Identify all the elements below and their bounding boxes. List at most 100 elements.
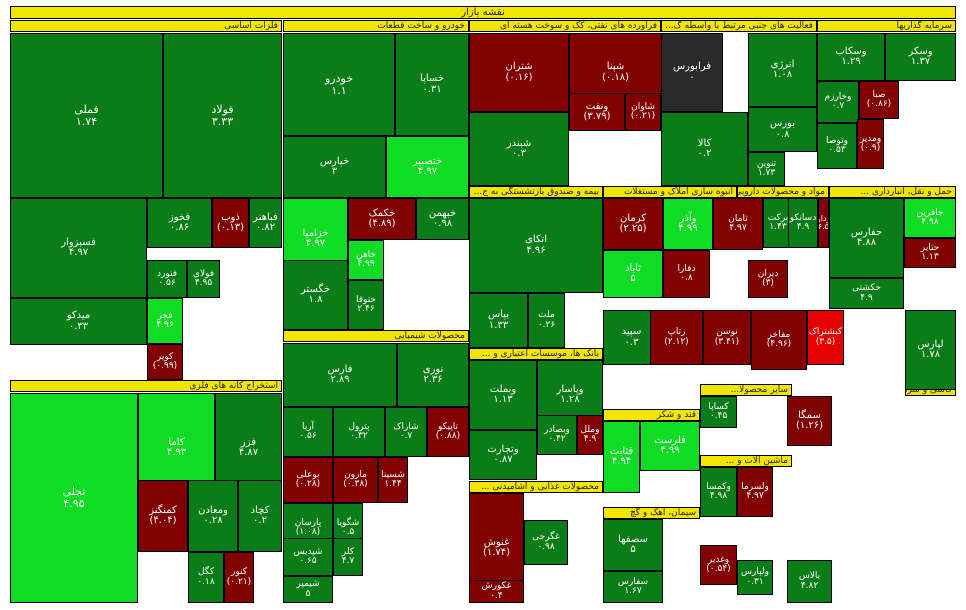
stock-tile[interactable]: کرمان (۲.۲۵) [603,198,663,250]
stock-tile[interactable]: وغدیر (۰.۵۴) [700,545,737,585]
stock-tile[interactable]: سفارس ۱.۶۷ [603,571,663,603]
stock-tile[interactable]: شیمپر ۵ [283,576,333,603]
stock-tile[interactable]: فجر ۴.۹۶ [147,298,183,344]
stock-tile[interactable]: خپارس ۳ [283,136,386,198]
stock-tile[interactable]: وتجارت ۰.۸۷ [469,430,537,480]
stock-tile[interactable]: ملت ۰.۲۶ [528,293,565,348]
sector-label[interactable]: قند و شکر [603,409,700,421]
sector-label[interactable]: سایر محصولا... [700,384,792,396]
stock-tile[interactable]: ولپارس ۰.۳۱ [737,560,773,595]
stock-tile[interactable]: میدکو ۰.۳۳ [10,298,147,345]
stock-tile[interactable]: کنور (۰.۲۱) [224,552,254,603]
stock-tile[interactable]: وسکر ۱.۳۷ [885,33,956,81]
stock-tile[interactable]: شاراک ۰.۷ [385,407,427,457]
stock-tile[interactable]: خکمک (۴.۸۹) [348,198,416,240]
stock-tile[interactable]: تجلی ۴.۹۵ [10,393,138,603]
stock-tile[interactable]: فرابورس ۰ [661,33,723,112]
sector-label[interactable]: خودرو و ساخت قطعات [283,20,469,32]
stock-tile[interactable]: انرژی ۱.۰۸ [748,33,817,107]
stock-tile[interactable]: فارس ۲.۸۹ [283,343,397,407]
stock-tile[interactable]: وملل ۴.۹ [577,415,603,455]
stock-tile[interactable]: فولای ۴.۹۵ [187,260,220,298]
stock-tile[interactable]: ثاباد ۵ [603,250,663,298]
stock-tile[interactable]: شپدیس ۰.۶۵ [283,538,333,576]
stock-tile[interactable]: ختصبیر ۴.۹۷ [386,136,469,198]
sector-label[interactable]: سرمایه گذاریها [817,20,956,32]
stock-tile[interactable]: نوری ۲.۳۶ [397,343,469,407]
stock-tile[interactable]: غکورش ۰.۴ [469,580,524,603]
sector-label[interactable]: بانک ها، موسسات اعتباری و ... [469,348,603,360]
stock-tile[interactable]: تاپیکو (۰.۸۸) [427,407,469,457]
stock-tile[interactable]: شسینا ۱.۴۴ [378,457,408,503]
stock-tile[interactable]: ذوب (۰.۱۳) [212,198,249,248]
stock-tile[interactable]: پترول ۰.۳۲ [333,407,385,457]
stock-tile[interactable]: فلرست ۴.۹۹ [640,421,700,471]
stock-tile[interactable]: وسکاب ۱.۲۹ [817,33,885,81]
stock-tile[interactable]: بپاس ۱.۳۳ [469,293,528,348]
stock-tile[interactable]: دیران (۳) [748,260,788,298]
stock-tile[interactable]: ومدیر (۰.۹) [857,119,884,169]
sector-label[interactable]: محصولات غذایی و آشامیدنی ... [469,481,603,493]
stock-tile[interactable]: فنورد ۰.۵۶ [147,260,187,298]
sector-label[interactable]: فعالیت های جنبی مرتبط با واسطه گ... [661,20,817,32]
stock-tile[interactable]: صبا (۰.۸۶) [859,81,899,119]
stock-tile[interactable]: حافرین ۴.۹۸ [904,198,956,238]
sector-label[interactable]: انبوه سازی املاک و مستغلات [603,186,737,198]
stock-tile[interactable]: مفاخر (۴.۹۶) [751,310,807,370]
stock-tile[interactable]: ولسرما ۴.۹۷ [737,467,773,517]
sector-label[interactable]: استخراج کانه های فلزی [10,380,282,392]
stock-tile[interactable]: خودرو ۱.۱ [283,33,395,136]
stock-tile[interactable]: تنوین ۱.۷۳ [748,152,785,186]
sector-label[interactable]: فرآورده های نفتی، کک و سوخت هسته ای [469,20,661,32]
stock-tile[interactable]: اتکای ۴.۹۶ [469,198,603,293]
stock-tile[interactable]: فباهنر ۰.۸۲ [249,198,282,248]
stock-tile[interactable]: حکشتی ۴.۹ [829,278,904,309]
stock-tile[interactable]: قثابت ۴.۹۴ [603,421,640,493]
stock-tile[interactable]: ختوقا ۲.۴۶ [348,280,384,330]
stock-tile[interactable]: ومعادن ۰.۲۸ [188,480,238,552]
sector-label[interactable]: مواد و محصولات دارویی [737,186,829,198]
stock-tile[interactable]: خاهن ۴.۹۹ [348,240,384,280]
stock-tile[interactable]: وآذر ۴.۹۹ [663,198,713,250]
stock-tile[interactable]: توسن (۳.۴۱) [703,310,751,365]
stock-tile[interactable]: فملی ۱.۷۴ [10,33,163,198]
stock-tile[interactable]: سصفها ۵ [603,519,663,571]
stock-tile[interactable]: کچاد ۰.۲ [238,480,282,552]
stock-tile[interactable]: کلر ۴.۷ [333,538,363,576]
stock-tile[interactable]: وبملت ۱.۱۳ [469,360,537,430]
stock-tile[interactable]: وخارزم ۰.۷ [817,81,859,123]
stock-tile[interactable]: وکمسا ۴.۹۸ [700,467,737,517]
stock-tile[interactable]: خگستر ۱.۸ [283,260,348,330]
stock-tile[interactable]: فسبزوار ۴.۹۷ [10,198,147,298]
stock-tile[interactable]: بوعلی (۰.۲۸) [283,457,333,503]
stock-tile[interactable]: وبصادر ۰.۴۲ [537,415,577,455]
stock-tile[interactable]: کالا ۰.۲ [661,112,748,186]
sector-label[interactable]: ماشین آلات و ... [700,455,792,467]
stock-tile[interactable]: خبهمن ۰.۹۸ [416,198,469,240]
stock-tile[interactable]: دفارا ۰.۸ [663,250,710,298]
stock-tile[interactable]: دسانکو ۴.۹ [788,198,818,248]
stock-tile[interactable]: فولاد ۳.۳۳ [163,33,282,198]
sector-label[interactable]: محصولات شیمیایی [283,330,469,342]
stock-tile[interactable]: بورس ۰.۸ [748,107,817,152]
stock-tile[interactable]: حفارس ۴.۸۸ [829,198,904,278]
stock-tile[interactable]: آریا ۰.۵۶ [283,407,333,457]
stock-tile[interactable]: مارون (۰.۳۸) [333,457,378,503]
sector-label[interactable]: سیمان، آهک و گچ [603,507,700,519]
stock-tile[interactable]: وتوصا ۰.۵۳ [817,123,857,169]
stock-tile[interactable]: ونفت (۳.۷۹) [569,93,625,131]
stock-tile[interactable]: رتاپ (۲.۱۲) [650,310,703,365]
stock-tile[interactable]: شتران (۰.۱۶) [469,33,569,112]
stock-tile[interactable]: ثامان ۴.۹۷ [713,198,763,250]
stock-tile[interactable]: شاوان (۰.۲۱) [625,93,661,131]
stock-tile[interactable]: کویر (۰.۹۹) [147,344,183,380]
stock-tile[interactable]: کبشتراک (۳.۵) [807,310,844,365]
stock-tile[interactable]: خساپا ۰.۳۱ [395,33,469,136]
sector-label[interactable]: حمل و نقل، انبارداری ... [829,186,956,198]
stock-tile[interactable]: دزدارو(۶.۵) [818,198,829,248]
stock-tile[interactable]: کساپا ۰.۴۵ [700,396,737,428]
stock-tile[interactable]: شبندر ۰.۳ [469,112,569,186]
stock-tile[interactable]: بالاس ۴.۸۲ [787,560,832,603]
stock-tile[interactable]: سمگا (۱.۲۶) [787,396,832,446]
sector-label[interactable]: بیمه و صندوق بازنشستگی به ج... [469,186,603,198]
